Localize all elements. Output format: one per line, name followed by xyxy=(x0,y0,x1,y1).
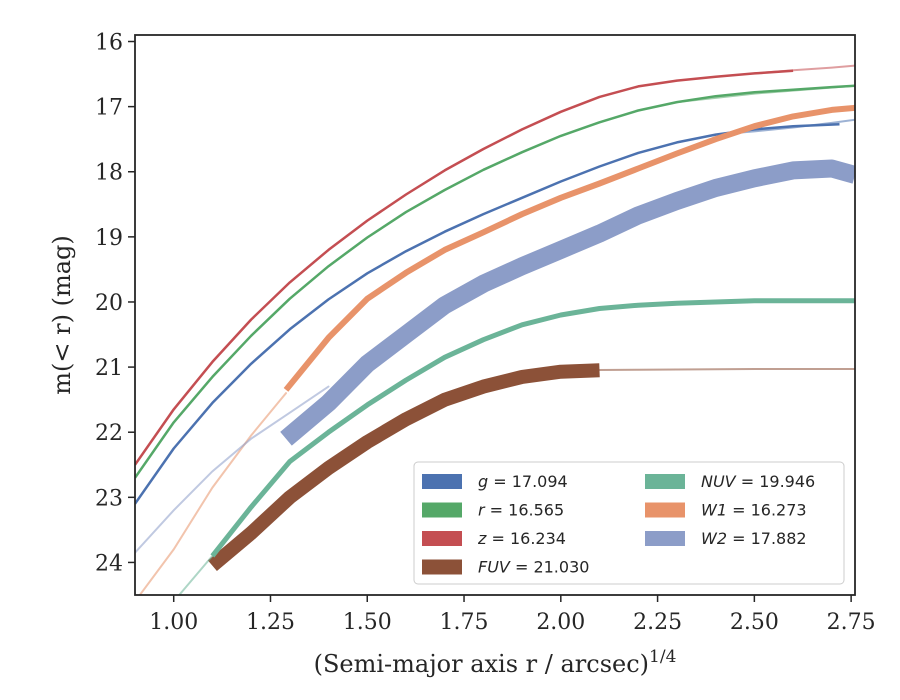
legend-entry-1: r = 16.565 xyxy=(478,501,564,520)
legend-value-1: = 16.565 xyxy=(485,501,565,520)
series-layer xyxy=(135,64,855,595)
series-1-measured-band xyxy=(135,84,855,479)
x-axis-label: (Semi-major axis r / arcsec)1/4 xyxy=(314,647,677,678)
series-0-measured-band xyxy=(135,122,840,505)
x-tick-label: 2.25 xyxy=(633,610,682,635)
y-tick-label: 16 xyxy=(95,31,123,56)
legend-entry-3: FUV = 21.030 xyxy=(478,558,589,577)
legend-value-4: = 19.946 xyxy=(736,472,816,491)
legend-swatch-0 xyxy=(422,474,462,489)
legend-entry-2: z = 16.234 xyxy=(477,529,566,548)
legend-swatch-5 xyxy=(645,502,685,518)
y-axis-label: m(< r) (mag) xyxy=(48,235,76,394)
x-tick-label: 1.00 xyxy=(149,610,198,635)
legend-var-3: FUV xyxy=(478,558,511,577)
legend-swatch-2 xyxy=(422,531,462,546)
x-tick-label: 1.25 xyxy=(246,610,295,635)
x-tick-label: 2.50 xyxy=(730,610,779,635)
series-4-model-line xyxy=(177,554,214,595)
legend-entry-5: W1 = 16.273 xyxy=(701,501,807,520)
series-4-measured-band xyxy=(210,298,855,558)
legend-swatch-1 xyxy=(422,502,462,518)
legend-entry-0: g = 17.094 xyxy=(478,472,568,491)
x-tick-label: 1.50 xyxy=(343,610,392,635)
y-tick-label: 21 xyxy=(95,356,123,381)
legend-var-2: z xyxy=(477,529,487,548)
legend-value-3: = 21.030 xyxy=(510,558,590,577)
x-tick-label: 2.75 xyxy=(827,610,876,635)
x-axis: 1.00 1.25 1.50 1.75 2.00 2.25 2.50 2.75 xyxy=(149,595,876,635)
y-tick-label: 17 xyxy=(95,96,123,121)
series-5-measured-band xyxy=(283,104,855,392)
legend-var-4: NUV xyxy=(701,472,737,491)
legend-var-5: W1 xyxy=(701,501,727,520)
legend-value-5: = 16.273 xyxy=(727,501,807,520)
legend-var-1: r xyxy=(478,501,486,520)
series-3-measured-band xyxy=(207,363,600,572)
series-5-model-line xyxy=(138,392,287,595)
legend-value-6: = 17.882 xyxy=(727,529,807,548)
legend-box xyxy=(413,461,845,585)
plot-frame xyxy=(134,34,856,596)
y-tick-label: 24 xyxy=(95,551,123,576)
legend-value-2: = 16.234 xyxy=(486,529,566,548)
legend-value-0: = 17.094 xyxy=(488,472,568,491)
y-tick-label: 23 xyxy=(95,486,123,511)
series-6-model-line xyxy=(135,385,330,554)
series-3-model-line xyxy=(559,368,855,372)
x-tick-label: 2.00 xyxy=(536,610,585,635)
legend-var-0: g xyxy=(478,472,488,491)
legend-entry-6: W2 = 17.882 xyxy=(701,529,807,548)
y-tick-label: 19 xyxy=(95,226,123,251)
y-tick-label: 22 xyxy=(95,421,123,446)
x-axis-label-exponent: 1/4 xyxy=(649,647,676,667)
legend-swatch-3 xyxy=(422,559,462,575)
y-tick-label: 20 xyxy=(95,291,123,316)
legend-swatch-6 xyxy=(645,531,685,546)
series-2-measured-band xyxy=(135,69,794,466)
series-6-measured-band xyxy=(280,159,855,446)
y-axis: 16 17 18 19 20 21 22 23 24 xyxy=(95,31,135,576)
y-tick-label: 18 xyxy=(95,161,123,186)
legend-entry-4: NUV = 19.946 xyxy=(701,472,815,491)
legend-swatch-4 xyxy=(645,474,685,489)
legend-var-6: W2 xyxy=(701,529,727,548)
x-tick-label: 1.75 xyxy=(440,610,489,635)
